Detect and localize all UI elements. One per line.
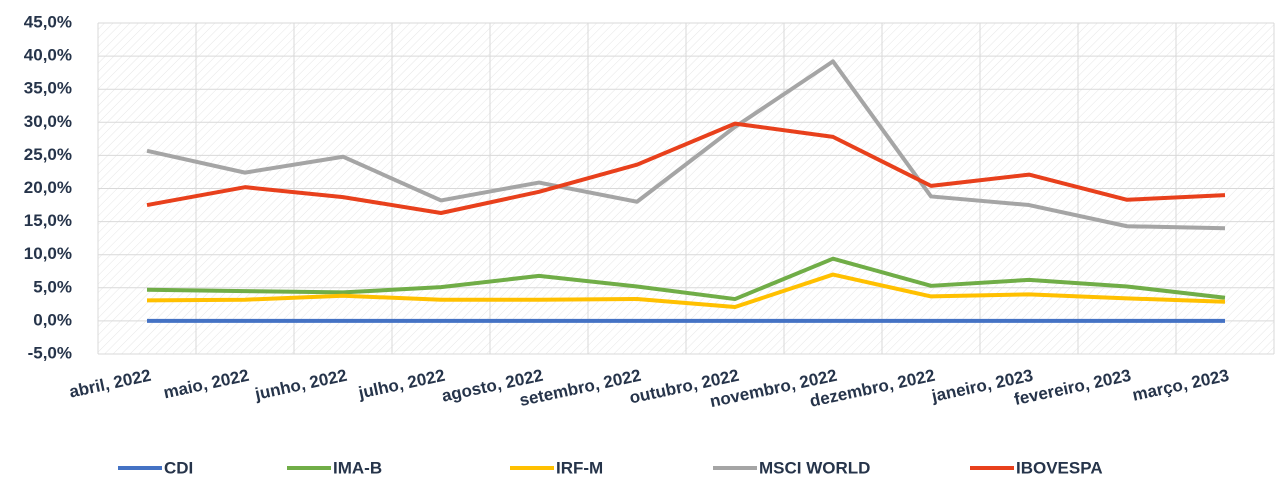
x-tick-label: maio, 2022 bbox=[162, 366, 251, 403]
legend-label: IBOVESPA bbox=[1016, 458, 1103, 477]
y-tick-label: 35,0% bbox=[24, 79, 72, 98]
series-line bbox=[146, 121, 1226, 215]
y-tick-label: 5,0% bbox=[33, 277, 72, 296]
y-tick-label: 20,0% bbox=[24, 178, 72, 197]
legend-label: CDI bbox=[164, 458, 193, 477]
series-line bbox=[146, 272, 1226, 309]
y-tick-label: 10,0% bbox=[24, 244, 72, 263]
y-tick-label: 40,0% bbox=[24, 46, 72, 65]
x-tick-label: junho, 2022 bbox=[252, 366, 348, 404]
y-tick-label: 25,0% bbox=[24, 145, 72, 164]
x-tick-label: março, 2023 bbox=[1131, 366, 1231, 405]
series-line bbox=[146, 59, 1226, 231]
y-tick-label: 30,0% bbox=[24, 112, 72, 131]
legend-label: MSCI WORLD bbox=[759, 458, 870, 477]
y-tick-label: 15,0% bbox=[24, 211, 72, 230]
x-tick-label: julho, 2022 bbox=[356, 366, 447, 403]
y-tick-label: 0,0% bbox=[33, 310, 72, 329]
series-line bbox=[146, 256, 1226, 302]
y-tick-label: -5,0% bbox=[28, 343, 72, 362]
legend-label: IRF-M bbox=[556, 458, 603, 477]
legend-label: IMA-B bbox=[333, 458, 382, 477]
x-tick-label: abril, 2022 bbox=[67, 366, 152, 402]
y-tick-label: 45,0% bbox=[24, 12, 72, 31]
